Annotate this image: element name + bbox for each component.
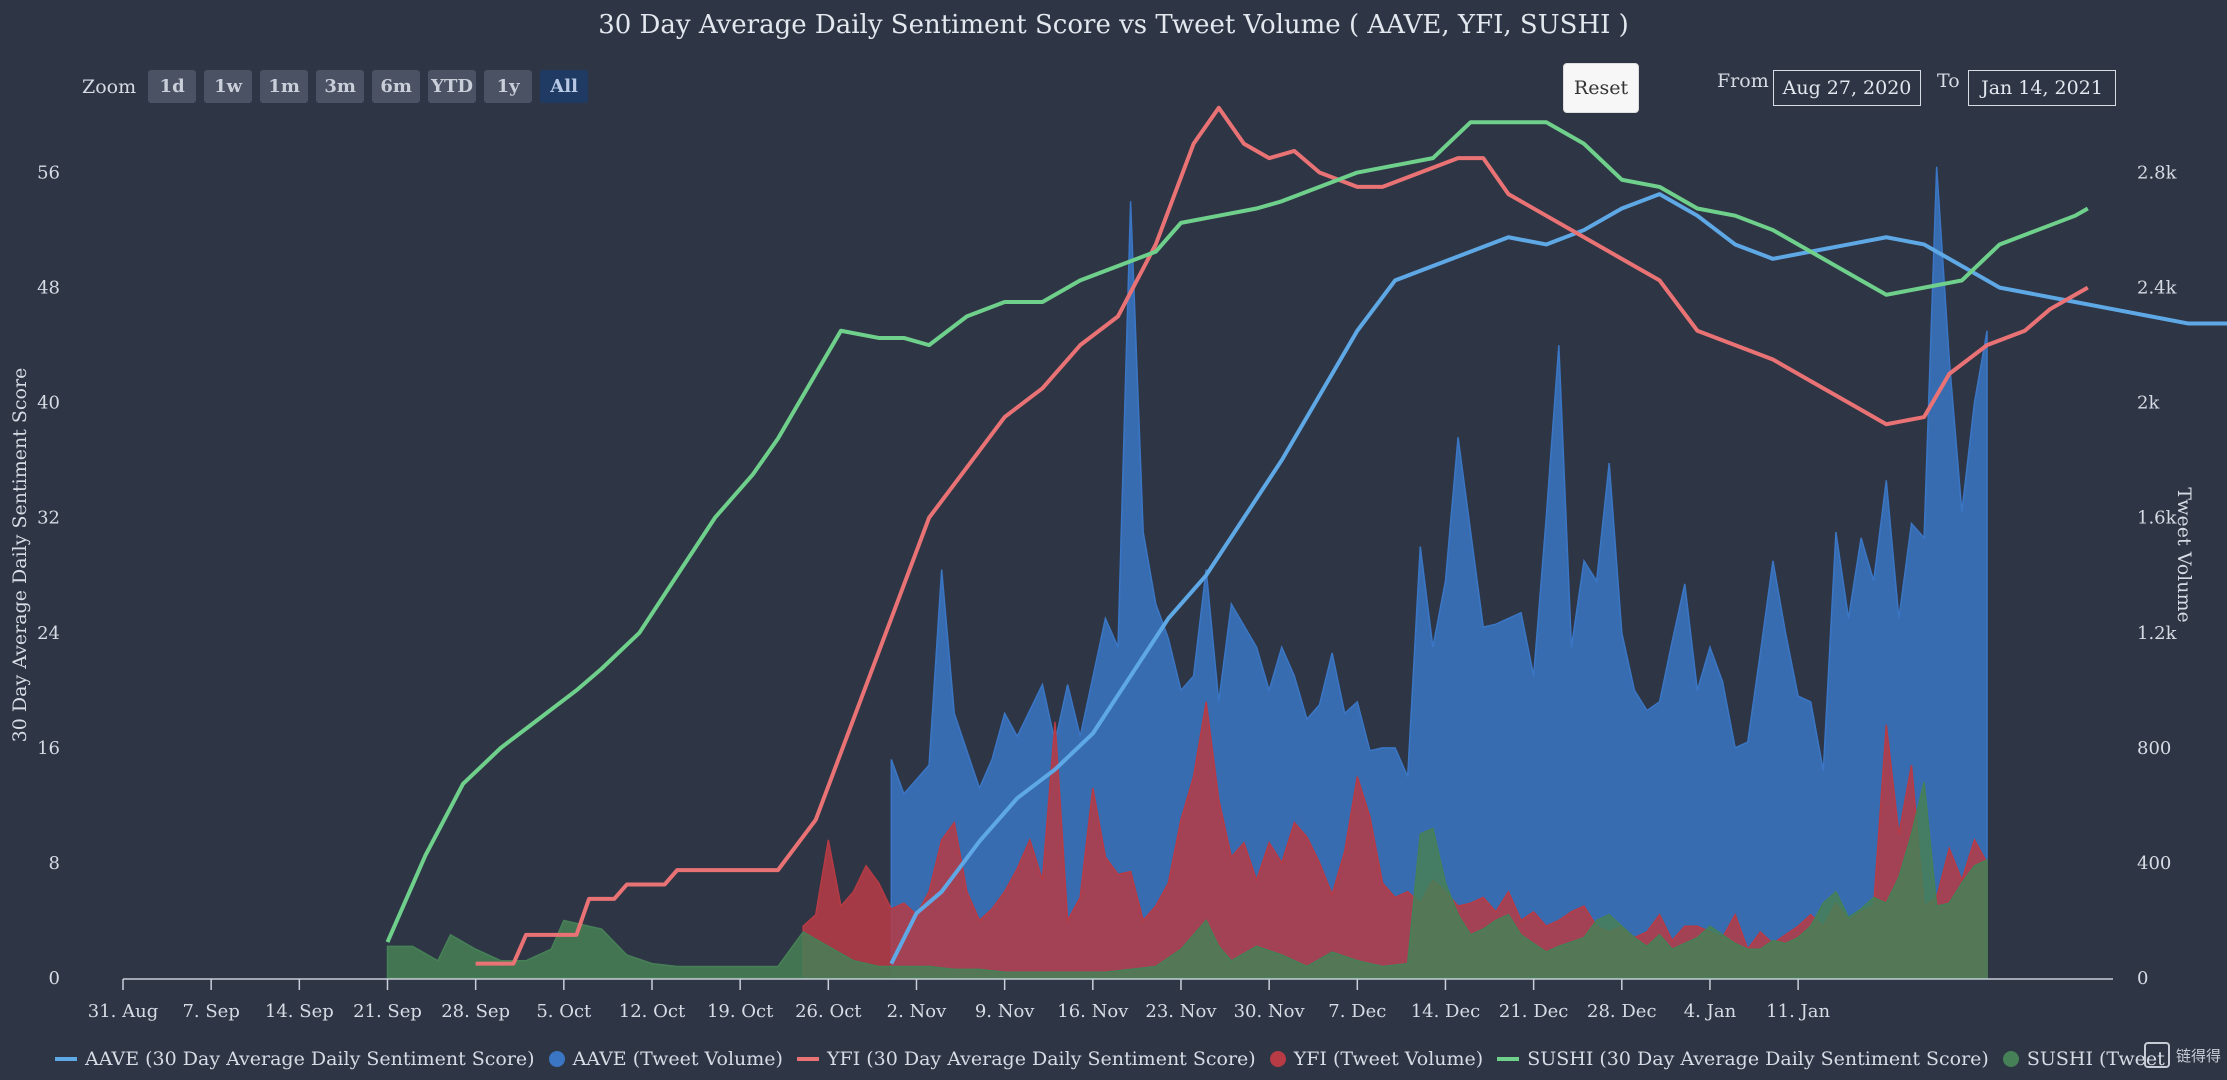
legend-item[interactable]: AAVE (30 Day Average Daily Sentiment Sco…	[55, 1048, 535, 1070]
x-tick-label: 26. Oct	[795, 1001, 862, 1022]
legend-line-symbol	[55, 1057, 77, 1061]
legend-label: SUSHI (30 Day Average Daily Sentiment Sc…	[1527, 1048, 1989, 1070]
legend-item[interactable]: SUSHI (Tweet Volume)	[2002, 1048, 2165, 1070]
y-tick-label: 56	[37, 163, 60, 184]
legend-dot-symbol	[2002, 1051, 2019, 1067]
x-tick-label: 31. Aug	[88, 1001, 158, 1022]
x-tick-label: 14. Dec	[1411, 1001, 1481, 1022]
zoom-1y-button[interactable]: 1y	[484, 70, 533, 103]
x-tick-label: 21. Sep	[353, 1001, 422, 1022]
x-tick-label: 30. Nov	[1234, 1001, 1306, 1022]
y2-tick-label: 2.8k	[2137, 163, 2178, 184]
range-to-input[interactable]: Jan 14, 2021	[1968, 70, 2116, 106]
line-series-sushi-sentiment	[385, 120, 2089, 943]
y2-axis-title: Tweet Volume	[2173, 487, 2195, 622]
legend-line-symbol	[1497, 1057, 1520, 1061]
legend-label: AAVE (30 Day Average Daily Sentiment Sco…	[85, 1048, 535, 1070]
legend-item[interactable]: YFI (Tweet Volume)	[1269, 1048, 1484, 1070]
chart-legend: AAVE (30 Day Average Daily Sentiment Sco…	[55, 1048, 2165, 1070]
range-to-label: To	[1937, 70, 1960, 92]
x-tick-label: 28. Dec	[1587, 1001, 1657, 1022]
legend-line-symbol	[796, 1057, 819, 1061]
reset-zoom-button[interactable]: Reset	[1563, 63, 1639, 113]
legend-item[interactable]: AAVE (Tweet Volume)	[548, 1048, 783, 1070]
x-tick-label: 19. Oct	[707, 1001, 774, 1022]
watermark: 链得得	[2143, 1042, 2221, 1068]
x-tick-label: 5. Oct	[536, 1001, 592, 1022]
x-tick-label: 7. Dec	[1328, 1001, 1386, 1022]
watermark-logo-icon	[2143, 1042, 2170, 1068]
watermark-text: 链得得	[2175, 1046, 2221, 1065]
area-series-yfi-tweet-volume	[802, 701, 1988, 979]
x-tick-label: 21. Dec	[1499, 1001, 1569, 1022]
legend-dot-symbol	[548, 1051, 565, 1067]
legend-label: YFI (30 Day Average Daily Sentiment Scor…	[826, 1048, 1256, 1070]
zoom-1d-button[interactable]: 1d	[148, 70, 197, 103]
y-tick-label: 8	[49, 853, 60, 874]
area-series-sushi-tweet-volume	[386, 782, 1988, 979]
y-tick-label: 48	[37, 278, 60, 299]
chart-axes: 31. Aug 7. Sep 14. Sep 21. Sep 28. Sep 5. Oct…	[9, 163, 2195, 1022]
x-tick-label: 28. Sep	[441, 1001, 510, 1022]
zoom-1m-button[interactable]: 1m	[260, 70, 309, 103]
legend-item[interactable]: YFI (30 Day Average Daily Sentiment Scor…	[796, 1048, 1256, 1070]
zoom-6m-button[interactable]: 6m	[372, 70, 421, 103]
y-tick-label: 0	[49, 968, 60, 989]
legend-label: AAVE (Tweet Volume)	[572, 1048, 783, 1070]
y2-tick-label: 800	[2137, 738, 2171, 759]
range-from-label: From	[1717, 70, 1769, 92]
zoom-all-button[interactable]: All	[540, 70, 589, 103]
range-from-input[interactable]: Aug 27, 2020	[1773, 70, 1921, 106]
y2-tick-label: 0	[2137, 968, 2148, 989]
y2-tick-label: 2.4k	[2137, 278, 2178, 299]
x-tick-label: 14. Sep	[265, 1001, 334, 1022]
line-series-aave-sentiment	[889, 192, 2227, 965]
zoom-controls: Zoom 1d 1w 1m 3m 6m YTD 1y All	[82, 70, 589, 103]
y-tick-label: 40	[37, 393, 60, 414]
y-tick-label: 32	[37, 508, 60, 529]
zoom-1w-button[interactable]: 1w	[204, 70, 253, 103]
legend-dot-symbol	[1269, 1051, 1286, 1067]
x-tick-label: 4. Jan	[1684, 1001, 1737, 1022]
y2-tick-label: 1.6k	[2137, 508, 2178, 529]
y2-tick-label: 1.2k	[2137, 623, 2178, 644]
x-tick-label: 2. Nov	[887, 1001, 947, 1022]
x-tick-label: 9. Nov	[975, 1001, 1035, 1022]
y-tick-label: 24	[37, 623, 60, 644]
y2-tick-label: 2k	[2137, 393, 2160, 414]
line-series-yfi-sentiment	[475, 105, 2089, 966]
y-tick-label: 16	[37, 738, 60, 759]
x-tick-label: 23. Nov	[1145, 1001, 1217, 1022]
legend-item[interactable]: SUSHI (30 Day Average Daily Sentiment Sc…	[1497, 1048, 1989, 1070]
y-axis-title: 30 Day Average Daily Sentiment Score	[9, 368, 31, 743]
zoom-3m-button[interactable]: 3m	[316, 70, 365, 103]
y2-tick-label: 400	[2137, 853, 2171, 874]
sentiment-lines	[385, 105, 2227, 966]
x-tick-label: 12. Oct	[619, 1001, 686, 1022]
tweet-volume-areas	[386, 166, 1988, 979]
legend-label: SUSHI (Tweet Volume)	[2026, 1048, 2165, 1070]
x-tick-label: 11. Jan	[1766, 1001, 1830, 1022]
area-series-aave-tweet-volume	[890, 166, 1988, 979]
zoom-label: Zoom	[82, 75, 137, 98]
chart-title: 30 Day Average Daily Sentiment Score vs …	[598, 10, 1629, 40]
x-tick-label: 16. Nov	[1057, 1001, 1129, 1022]
zoom-ytd-button[interactable]: YTD	[428, 70, 477, 103]
legend-label: YFI (Tweet Volume)	[1293, 1048, 1484, 1070]
x-tick-label: 7. Sep	[182, 1001, 239, 1022]
